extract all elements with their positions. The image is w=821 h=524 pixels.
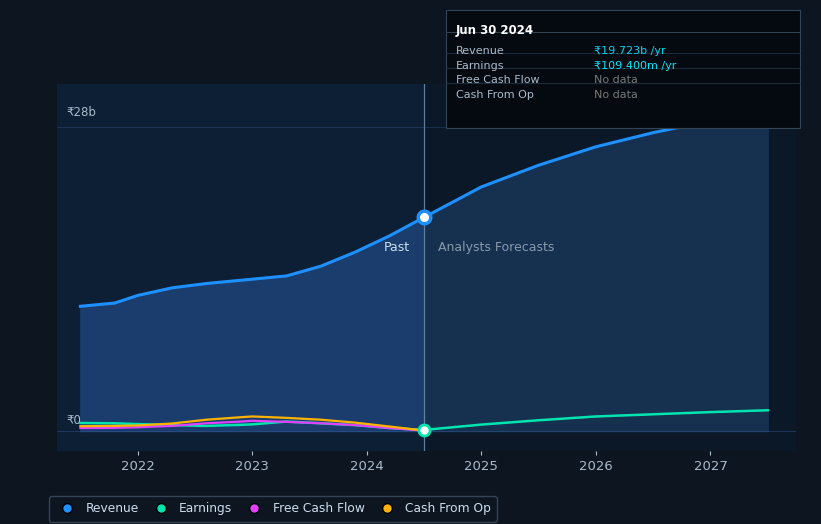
Text: Cash From Op: Cash From Op (456, 90, 534, 100)
Text: Revenue: Revenue (456, 46, 504, 56)
Text: Jun 30 2024: Jun 30 2024 (456, 24, 534, 37)
Text: ₹0: ₹0 (67, 414, 81, 427)
Text: ₹28b: ₹28b (67, 105, 97, 118)
Text: ₹109.400m /yr: ₹109.400m /yr (594, 61, 676, 71)
Text: Analysts Forecasts: Analysts Forecasts (438, 241, 554, 254)
Text: Earnings: Earnings (456, 61, 504, 71)
Legend: Revenue, Earnings, Free Cash Flow, Cash From Op: Revenue, Earnings, Free Cash Flow, Cash … (48, 496, 497, 521)
Text: Free Cash Flow: Free Cash Flow (456, 75, 539, 85)
Text: No data: No data (594, 75, 637, 85)
Bar (424, 84, 796, 451)
Text: No data: No data (594, 90, 637, 100)
Text: ₹19.723b /yr: ₹19.723b /yr (594, 46, 665, 56)
Text: Past: Past (384, 241, 410, 254)
